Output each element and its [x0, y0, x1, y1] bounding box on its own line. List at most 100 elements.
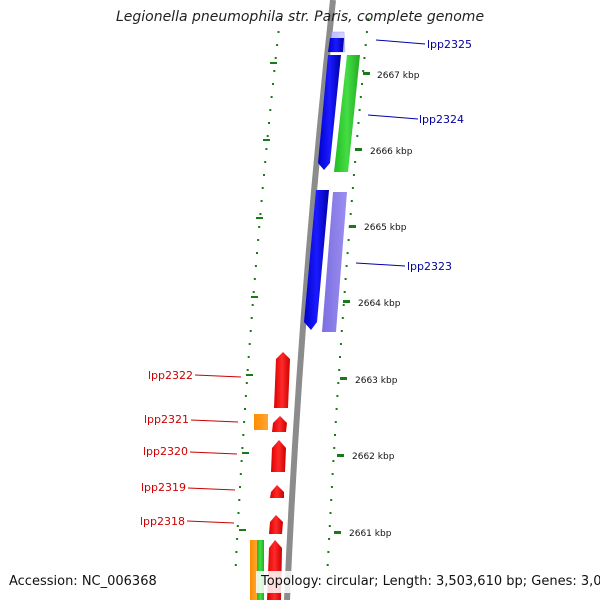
ruler-dot: [251, 304, 254, 306]
ruler-dot: [343, 291, 346, 293]
ruler-dot: [269, 109, 272, 111]
ruler-dot: [235, 551, 238, 553]
tick-mark: [246, 374, 253, 376]
ruler-dot: [326, 564, 329, 566]
tick-label: 2667 kbp: [377, 71, 420, 81]
ruler-dot: [276, 44, 279, 46]
reverse-genes: [250, 352, 290, 600]
ruler-dot: [350, 200, 353, 202]
label-leader-line: [186, 520, 235, 524]
gene-label-lpp2322[interactable]: lpp2322: [148, 369, 193, 382]
ruler-dot: [265, 148, 268, 150]
tick-mark: [337, 454, 344, 457]
ruler-dot: [337, 382, 340, 384]
accession-label: Accession: NC_006368: [9, 574, 157, 589]
gene-label-lpp2323[interactable]: lpp2323: [407, 260, 452, 273]
ruler-dot: [333, 447, 336, 449]
gene-arrow-lpp2323-blue[interactable]: [304, 190, 329, 330]
ruler-dot: [335, 408, 338, 410]
gene-arrow-lpp2324[interactable]: [334, 55, 360, 172]
gene-label-lpp2321[interactable]: lpp2321: [144, 413, 189, 426]
tick-mark: [251, 296, 258, 298]
ruler-dot: [328, 538, 331, 540]
ruler-dot: [274, 57, 277, 59]
ruler-dot: [349, 213, 352, 215]
ruler-dot: [332, 460, 335, 462]
ruler-dot: [344, 278, 347, 280]
ruler-dot: [352, 174, 355, 176]
gene-arrow-lpp2322[interactable]: [274, 352, 290, 408]
ruler-dot: [244, 408, 246, 410]
gene-arrow-lpp2324-blue[interactable]: [318, 55, 341, 170]
ruler-dot: [362, 70, 365, 72]
label-leader-line: [194, 374, 242, 378]
ruler-dot: [245, 382, 248, 384]
ruler-dot: [359, 96, 362, 98]
tick-label: 2663 kbp: [355, 376, 398, 386]
gene-label-lpp2320[interactable]: lpp2320: [143, 445, 188, 458]
ruler-dot: [340, 330, 343, 332]
ruler-dot: [338, 369, 341, 371]
ruler-dots: [234, 18, 370, 566]
gene-label-lpp2319[interactable]: lpp2319: [141, 481, 186, 494]
gene-block-lower-orange[interactable]: [250, 540, 257, 600]
gene-arrow-lpp2319[interactable]: [270, 485, 284, 498]
ruler-dot: [272, 83, 274, 85]
ruler-dot: [243, 421, 246, 423]
map-title: Legionella pneumophila str. Paris, compl…: [115, 9, 485, 25]
ruler-dot: [279, 18, 281, 20]
gene-arrow-lpp2320[interactable]: [271, 440, 286, 472]
ruler-dot: [334, 421, 337, 423]
gene-label-lpp2318[interactable]: lpp2318: [140, 515, 185, 528]
tick-mark: [355, 148, 362, 151]
tick-mark: [242, 452, 249, 454]
ruler-dot: [261, 187, 264, 189]
tick-label: 2661 kbp: [349, 529, 392, 539]
ruler-dot: [342, 304, 345, 306]
gene-arrow-lpp2323[interactable]: [322, 192, 347, 332]
ruler-dot: [259, 213, 262, 215]
footer-backdrop: [256, 571, 600, 593]
gene-label-lpp2324[interactable]: lpp2324: [419, 113, 464, 126]
ruler-dot: [339, 343, 342, 345]
forward-gene-labels: lpp2325 lpp2324 lpp2323: [355, 38, 472, 273]
gene-label-lpp2325[interactable]: lpp2325: [427, 38, 472, 51]
gene-block-lower-green[interactable]: [257, 540, 264, 600]
tick-label: 2665 kbp: [364, 223, 407, 233]
ruler-dot: [236, 538, 239, 540]
ruler-dot: [252, 291, 255, 293]
ruler-dot: [365, 31, 368, 33]
tick-mark: [256, 217, 263, 219]
ruler-dot: [258, 226, 261, 228]
gene-arrow-lpp2325-blue[interactable]: [328, 38, 344, 52]
ruler-dot: [363, 57, 366, 59]
gene-block-lpp2321-orange[interactable]: [254, 414, 268, 430]
tick-mark: [343, 300, 350, 303]
ruler-dot: [239, 473, 242, 475]
ruler-dot: [249, 330, 252, 332]
tick-label: 2664 kbp: [358, 299, 401, 309]
ruler-dot: [242, 434, 245, 436]
ruler-dot: [358, 109, 361, 111]
ruler-dot: [264, 161, 267, 163]
tick-mark: [263, 139, 270, 141]
ruler-dot: [273, 70, 276, 72]
tick-mark: [270, 62, 277, 64]
ruler-dot: [334, 434, 336, 436]
genome-backbone: [284, 0, 336, 600]
label-leader-line: [355, 262, 406, 267]
label-leader-line: [189, 451, 238, 455]
ruler-dot: [270, 96, 273, 98]
ruler-dot: [339, 356, 341, 358]
ruler-dot: [263, 174, 265, 176]
ruler-dot: [238, 499, 241, 501]
ruler-dot: [266, 135, 269, 137]
gene-arrow-lpp2318[interactable]: [269, 515, 283, 534]
ruler-dot: [260, 200, 263, 202]
gene-arrow-lpp2321[interactable]: [272, 416, 287, 432]
ruler-dot: [250, 317, 253, 319]
tick-label: 2662 kbp: [352, 452, 395, 462]
ruler-dot: [354, 161, 357, 163]
ruler-dot: [239, 486, 241, 488]
ruler-dot: [356, 135, 359, 137]
